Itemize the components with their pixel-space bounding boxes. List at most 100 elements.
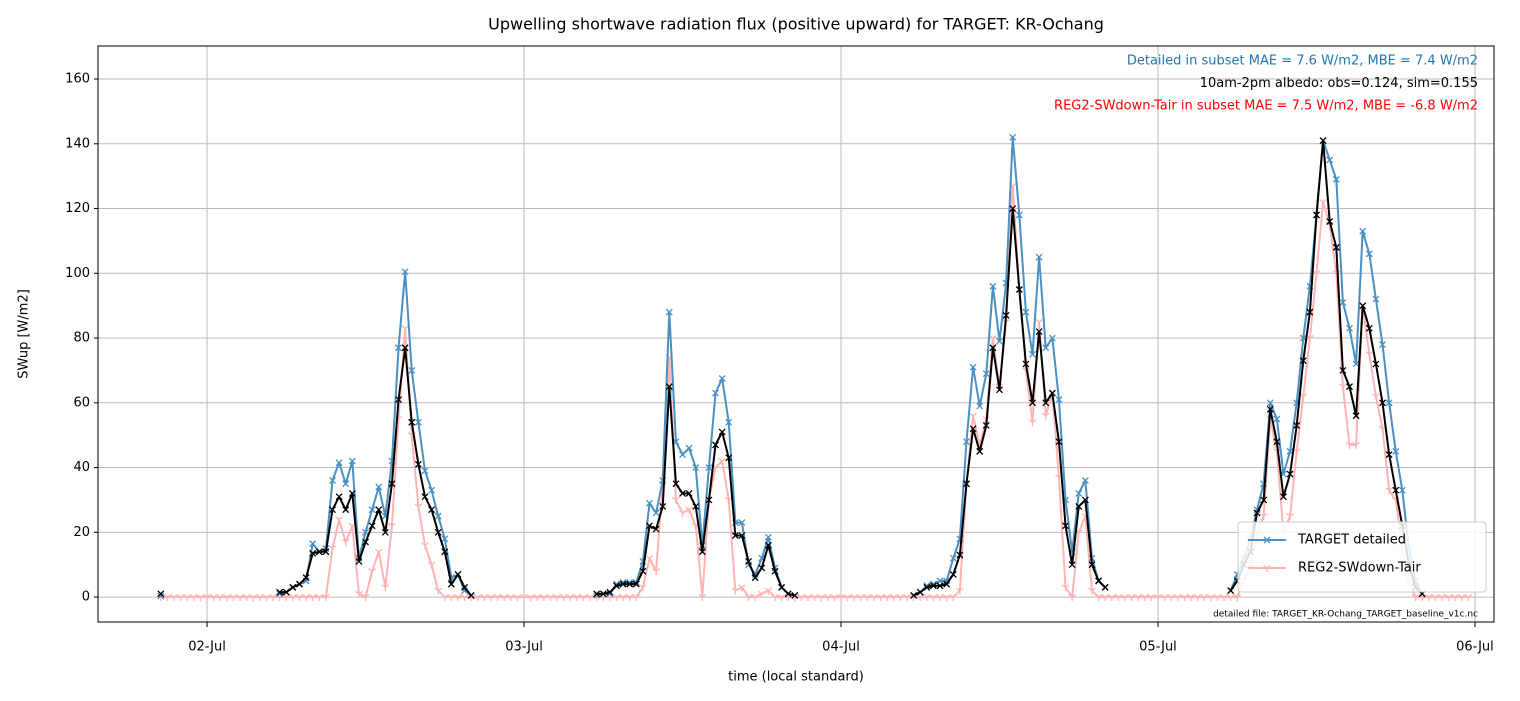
data-point bbox=[1339, 366, 1347, 374]
data-point bbox=[1339, 383, 1347, 391]
data-point bbox=[646, 522, 653, 530]
data-point bbox=[1233, 594, 1242, 602]
data-point bbox=[428, 506, 436, 514]
data-point bbox=[1319, 199, 1327, 207]
data-point bbox=[335, 516, 344, 524]
data-point bbox=[1339, 298, 1347, 306]
data-point bbox=[1055, 438, 1063, 446]
data-point bbox=[395, 344, 403, 352]
data-point bbox=[1227, 587, 1235, 595]
data-point bbox=[758, 564, 766, 572]
data-point bbox=[751, 574, 759, 582]
data-point bbox=[348, 490, 356, 497]
data-point bbox=[1075, 490, 1083, 497]
y-tick-label: 0 bbox=[82, 590, 90, 605]
data-point bbox=[296, 580, 303, 588]
data-point bbox=[157, 590, 165, 598]
data-point bbox=[949, 594, 958, 602]
data-point bbox=[1346, 383, 1353, 391]
data-point bbox=[705, 496, 713, 504]
data-point bbox=[599, 590, 607, 598]
data-point bbox=[1081, 477, 1089, 484]
data-point bbox=[368, 568, 377, 576]
data-point bbox=[1326, 156, 1334, 164]
data-point bbox=[685, 506, 693, 514]
data-point bbox=[672, 496, 680, 504]
data-point bbox=[1088, 561, 1096, 569]
data-point bbox=[1266, 399, 1274, 407]
data-point bbox=[1266, 405, 1274, 413]
x-tick-label: 06-Jul bbox=[1456, 640, 1494, 655]
data-point bbox=[289, 583, 297, 591]
annotation: 10am-2pm albedo: obs=0.124, sim=0.155 bbox=[1200, 76, 1478, 91]
data-point bbox=[718, 375, 726, 382]
y-tick-label: 140 bbox=[65, 136, 90, 151]
data-point bbox=[1253, 509, 1261, 517]
data-point bbox=[1009, 133, 1017, 141]
y-tick-label: 20 bbox=[73, 525, 90, 540]
data-point bbox=[381, 528, 389, 536]
data-point bbox=[672, 480, 680, 488]
data-point bbox=[282, 588, 290, 596]
axes-frame bbox=[97, 45, 1495, 623]
data-point bbox=[309, 540, 317, 548]
data-point bbox=[454, 570, 462, 578]
data-point bbox=[963, 480, 970, 488]
data-point bbox=[764, 587, 773, 595]
data-point bbox=[1068, 594, 1077, 602]
data-point bbox=[738, 519, 746, 527]
data-point bbox=[1372, 360, 1380, 368]
data-point bbox=[916, 588, 924, 596]
data-point bbox=[659, 502, 667, 510]
data-point bbox=[923, 583, 931, 591]
data-point bbox=[969, 412, 977, 420]
data-point bbox=[652, 525, 660, 533]
y-axis-label: SWup [W/m2] bbox=[17, 289, 32, 379]
data-point bbox=[613, 582, 620, 590]
data-point bbox=[434, 512, 442, 520]
data-point bbox=[374, 548, 383, 556]
annotation: Detailed in subset MAE = 7.6 W/m2, MBE =… bbox=[1127, 54, 1478, 69]
data-point bbox=[626, 580, 634, 588]
data-point bbox=[322, 548, 330, 556]
data-point bbox=[678, 509, 687, 517]
y-tick-label: 60 bbox=[73, 395, 90, 410]
data-point bbox=[414, 503, 423, 511]
y-tick-label: 120 bbox=[65, 201, 90, 216]
data-point bbox=[1319, 137, 1327, 145]
data-point bbox=[1009, 205, 1017, 212]
data-point bbox=[1062, 522, 1069, 530]
data-point bbox=[1259, 513, 1268, 521]
data-point bbox=[408, 366, 416, 374]
data-point bbox=[1029, 399, 1036, 407]
data-point bbox=[989, 344, 997, 352]
data-point bbox=[949, 570, 957, 578]
data-point bbox=[685, 444, 693, 452]
data-point bbox=[381, 584, 390, 592]
data-point bbox=[1041, 412, 1050, 420]
data-point bbox=[1029, 350, 1036, 358]
legend-marker bbox=[1263, 564, 1271, 572]
data-point bbox=[1379, 341, 1386, 348]
data-point bbox=[1048, 334, 1056, 342]
data-point bbox=[757, 590, 766, 598]
data-point bbox=[1022, 308, 1030, 316]
data-point bbox=[731, 587, 740, 595]
data-point bbox=[341, 538, 350, 547]
data-point bbox=[1081, 496, 1089, 504]
data-point bbox=[368, 506, 376, 514]
data-point bbox=[606, 588, 614, 596]
data-point bbox=[1392, 486, 1400, 494]
data-point bbox=[335, 493, 343, 501]
data-point bbox=[778, 583, 786, 591]
data-point bbox=[322, 594, 330, 602]
data-point bbox=[646, 499, 653, 507]
data-point bbox=[315, 548, 323, 556]
data-point bbox=[738, 584, 746, 592]
data-point bbox=[414, 418, 422, 426]
data-point bbox=[414, 460, 422, 468]
data-point bbox=[388, 522, 396, 530]
legend-label: TARGET detailed bbox=[1297, 533, 1406, 548]
data-point bbox=[1464, 594, 1473, 602]
